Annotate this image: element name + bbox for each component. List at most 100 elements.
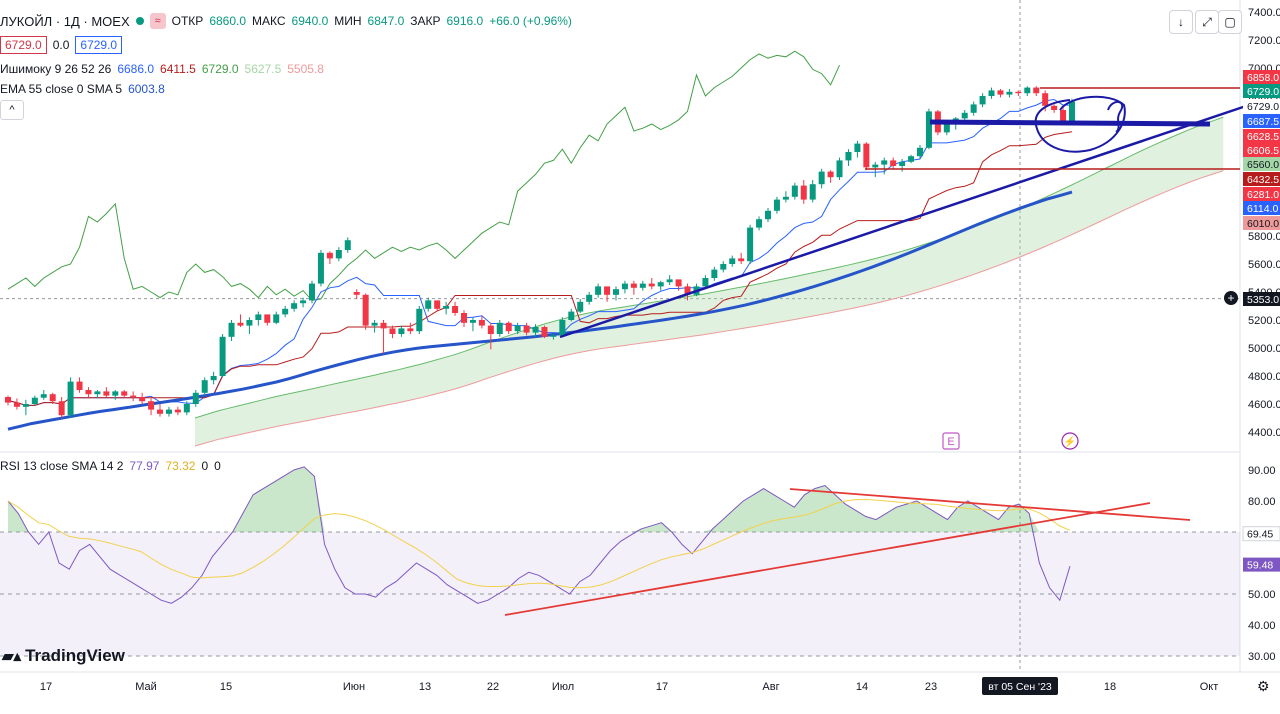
price-tick: 7200.0 [1248,35,1280,47]
candle [630,283,637,288]
ichimoku-span-b-line [194,170,1224,447]
add-price-icon[interactable]: + [1224,291,1238,305]
price-badge [1243,157,1280,171]
candle [514,325,521,332]
candle [246,320,253,326]
candle [621,283,628,290]
tradingview-logo: ▰▴ TradingView [2,646,125,666]
candle [639,283,646,288]
candle [165,409,172,414]
brand-name: TradingView [25,646,125,665]
candle [416,308,423,332]
candle [76,381,83,390]
candle [335,250,342,259]
candle [925,111,932,148]
expand-icon[interactable]: ⤢ [1195,10,1219,34]
price-badge-label: 6432.5 [1247,174,1279,186]
candle [747,227,754,262]
candle [353,292,360,295]
earnings-icon-label: E [947,436,954,448]
candle [997,90,1004,95]
candle [398,328,405,334]
price-badge [1243,84,1280,98]
candle [192,392,199,404]
price-badge-label: 6560.0 [1247,159,1279,171]
legend-header: ЛУКОЙЛ · 1Д · MOEX ≈ ОТКР 6860.0 МАКС 6940… [0,13,572,29]
candle [478,320,485,326]
candle [255,314,262,320]
candle [720,264,727,270]
price-tick: 5000.0 [1248,343,1280,355]
collapse-legend-button[interactable]: ^ [0,100,24,120]
price-badge-label: 6010.0 [1247,218,1279,230]
candle [1006,91,1013,95]
gear-icon[interactable]: ⚙ [1257,678,1270,694]
time-tick: 18 [1104,681,1116,693]
candle [711,269,718,278]
horizontal-level-blue [929,119,1211,127]
candle [452,306,459,313]
candle [210,376,217,381]
price-badge-label: 5353.0 [1247,294,1279,306]
time-tick: 13 [419,681,431,693]
candle [1051,105,1058,110]
candle [13,402,20,407]
hand-drawn-circle [1034,95,1126,153]
candle [657,282,664,287]
candle [550,335,557,337]
price-badge [1243,187,1280,201]
time-tick: 15 [220,681,232,693]
candle [988,90,995,96]
candle [899,161,906,166]
candle [648,283,655,287]
symbol-title[interactable]: ЛУКОЙЛ · 1Д · MOEX [0,13,130,29]
spread-value: 0.0 [52,38,70,52]
buy-button[interactable]: 6729.0 [75,36,123,54]
ema-legend[interactable]: EMA 55 close 0 SMA 5 6003.8 [0,82,165,96]
candle [568,311,575,320]
candle [425,300,432,309]
ichimoku-tenkan: 6686.0 [117,62,155,76]
chikou-line [7,50,840,301]
candle [917,147,923,157]
fullscreen-icon[interactable]: ▢ [1218,10,1242,34]
time-tick: 17 [656,681,668,693]
candle [22,404,29,407]
arrow-down-icon[interactable]: ↓ [1169,10,1193,34]
price-badge-label: 6729.0 [1247,101,1279,113]
sell-button[interactable]: 6729.0 [0,36,47,54]
rsi-value: 77.97 [129,459,160,473]
candle [765,210,771,220]
wave-icon[interactable]: ≈ [149,13,166,29]
price-tick: 5800.0 [1248,231,1280,243]
candle [112,391,119,396]
candle [505,322,512,332]
candle [979,96,986,105]
low-value: 6847.0 [367,14,405,28]
candle [738,258,745,262]
rsi-tick: 30.00 [1248,651,1276,663]
rsi-trendline-resistance [789,488,1191,521]
price-badge-label: 6858.0 [1247,72,1279,84]
ichimoku-label: Ишимоку 9 26 52 26 [0,62,112,76]
ichimoku-span-b: 5505.8 [287,62,324,76]
trade-buttons: 6729.0 0.0 6729.0 [0,36,123,54]
ichimoku-legend[interactable]: Ишимоку 9 26 52 26 6686.0 6411.5 6729.0 … [0,62,324,76]
price-badge [1243,114,1280,128]
candle [237,322,244,326]
candle [58,401,65,416]
candle [31,397,38,404]
price-tick: 7400.0 [1248,7,1280,19]
candle [317,252,324,284]
candle [40,394,47,398]
candle [362,294,369,326]
candle [1042,93,1049,106]
rsi-legend[interactable]: RSI 13 close SMA 14 2 77.97 73.32 0 0 [0,459,221,473]
price-tick: 5200.0 [1248,315,1280,327]
candle [595,286,602,295]
rsi-tick: 50.00 [1248,589,1276,601]
close-value: 6916.0 [446,14,484,28]
dividend-icon [1061,432,1079,450]
rsi-badge [1242,526,1280,542]
